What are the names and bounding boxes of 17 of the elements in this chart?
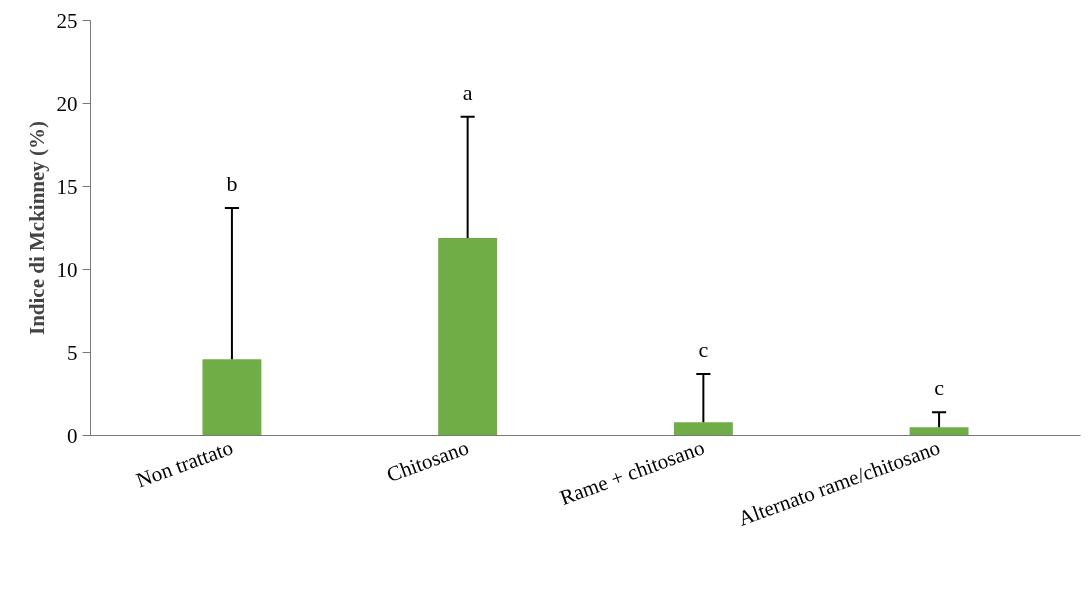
- y-axis-title: Indice di Mckinney (%): [24, 120, 49, 336]
- x-tick-label: Non trattato: [133, 435, 237, 493]
- bar: [202, 359, 262, 436]
- y-tick-label: 20: [56, 91, 78, 116]
- bar: [909, 427, 969, 436]
- annotation: c: [698, 337, 709, 363]
- annotation: b: [226, 171, 238, 197]
- x-tick-label: Rame + chitosano: [556, 435, 708, 510]
- y-tick-label: 5: [67, 340, 78, 365]
- y-tick-label: 0: [67, 423, 78, 448]
- bar: [673, 422, 733, 436]
- y-tick-label: 15: [56, 174, 78, 199]
- annotation: c: [934, 375, 945, 401]
- annotation: a: [462, 79, 473, 105]
- bar: [438, 237, 498, 436]
- y-tick-label: 25: [56, 8, 78, 33]
- y-tick-label: 10: [56, 257, 78, 282]
